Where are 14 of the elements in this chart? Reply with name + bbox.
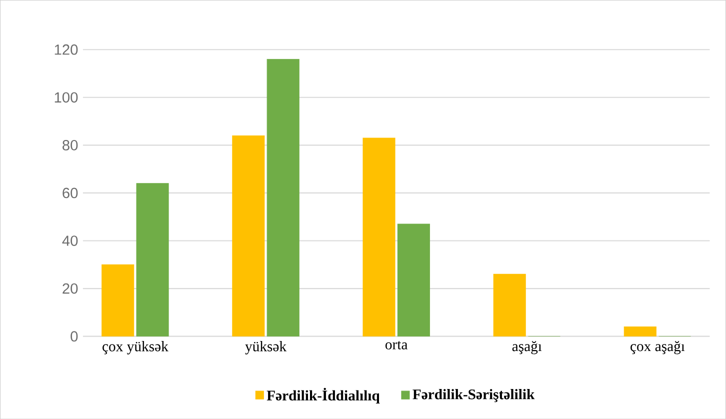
x-tick-label: çox aşağı [630, 340, 685, 354]
y-tick-label: 0 [70, 331, 78, 342]
legend-label: Fərdilik-Səriştəlilik [412, 388, 535, 402]
y-tick-label: 100 [54, 92, 78, 102]
y-tick-label: 120 [54, 44, 78, 55]
y-tick-label: 40 [62, 235, 78, 246]
x-tick-label: aşağı [512, 340, 542, 354]
y-tick-label: 20 [62, 283, 78, 294]
y-tick-label: 80 [62, 140, 78, 150]
x-tick-label: çox yüksək [102, 340, 168, 354]
x-tick-label: yüksək [245, 340, 287, 354]
y-tick-label: 60 [62, 188, 78, 198]
legend-label: Fərdilik-İddialılıq [266, 388, 380, 404]
x-tick-label: orta [386, 340, 408, 350]
